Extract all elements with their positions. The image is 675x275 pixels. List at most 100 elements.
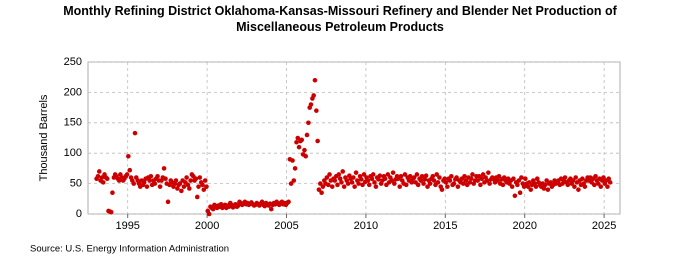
plot-frame	[87, 61, 621, 215]
data-point	[423, 173, 429, 178]
y-tick-label: 200	[64, 86, 82, 98]
data-point	[185, 182, 191, 188]
data-point	[320, 184, 326, 189]
data-point	[204, 184, 209, 189]
data-point	[295, 135, 301, 141]
data-point	[486, 170, 491, 175]
data-point	[442, 176, 447, 182]
data-point	[572, 184, 577, 189]
data-point	[515, 182, 520, 188]
data-point	[329, 184, 335, 189]
data-point	[500, 182, 506, 188]
data-point	[110, 190, 115, 196]
data-point	[96, 169, 102, 174]
x-tick-label: 2005	[274, 220, 298, 232]
data-point	[124, 172, 130, 177]
data-point	[421, 181, 426, 186]
data-point	[286, 199, 291, 205]
data-point	[593, 174, 598, 179]
data-point	[369, 176, 375, 182]
data-point	[542, 182, 548, 188]
data-point	[179, 188, 184, 194]
data-point	[291, 178, 297, 183]
data-point	[194, 194, 200, 200]
data-point	[294, 139, 299, 145]
data-point	[528, 187, 534, 192]
data-point	[318, 181, 323, 186]
data-point	[292, 166, 298, 171]
x-tick-label: 1995	[115, 220, 139, 232]
data-point	[409, 180, 414, 185]
data-point	[475, 178, 481, 183]
data-point	[351, 175, 356, 180]
data-point	[422, 177, 428, 182]
data-point	[467, 180, 473, 185]
data-point	[366, 182, 372, 188]
data-point	[163, 176, 168, 182]
data-point	[144, 184, 150, 189]
data-point	[487, 181, 492, 186]
data-point	[434, 172, 440, 177]
data-point	[541, 186, 547, 191]
y-tick-label: 250	[64, 56, 82, 68]
data-point	[576, 187, 581, 192]
data-point	[377, 173, 383, 178]
data-point	[437, 175, 442, 180]
source-note: Source: U.S. Energy Information Administ…	[30, 244, 229, 255]
data-point	[478, 182, 483, 188]
data-point	[193, 176, 199, 182]
data-point	[418, 178, 424, 183]
data-point	[449, 174, 454, 179]
data-point	[517, 190, 523, 196]
data-point	[148, 174, 154, 179]
data-point	[443, 180, 449, 185]
data-point	[147, 178, 152, 183]
data-point	[268, 206, 274, 212]
data-point	[460, 181, 466, 186]
data-point	[525, 184, 531, 189]
data-point	[598, 184, 604, 189]
data-point	[480, 172, 486, 177]
data-point	[425, 184, 430, 189]
data-point	[157, 184, 163, 189]
data-point	[315, 138, 320, 144]
data-point	[319, 190, 324, 196]
data-point	[496, 174, 502, 179]
data-point	[95, 174, 101, 179]
data-point	[360, 182, 365, 188]
data-point	[131, 181, 137, 186]
data-point	[196, 184, 201, 189]
data-point	[385, 172, 391, 177]
data-point	[296, 144, 302, 150]
data-point	[127, 167, 133, 173]
data-point	[591, 182, 597, 188]
data-point	[126, 153, 131, 159]
data-point	[562, 175, 568, 180]
data-point	[311, 93, 316, 98]
data-point	[495, 178, 500, 183]
y-tick-label: 0	[76, 208, 82, 220]
data-point	[402, 172, 408, 177]
x-tick-label: 2010	[354, 220, 378, 232]
data-point	[565, 182, 571, 188]
data-point	[509, 184, 515, 189]
data-point	[411, 175, 417, 180]
data-point	[341, 184, 347, 189]
data-point	[521, 184, 527, 189]
data-point	[339, 180, 344, 185]
data-point	[340, 169, 346, 174]
data-point	[188, 178, 193, 183]
data-point	[392, 181, 397, 186]
data-point	[201, 187, 207, 192]
data-point	[397, 184, 403, 189]
data-point	[175, 186, 180, 191]
data-point	[352, 184, 357, 189]
data-point	[470, 172, 475, 177]
data-point	[511, 176, 516, 182]
data-point	[382, 176, 388, 182]
data-point	[184, 175, 189, 180]
x-tick-label: 2000	[195, 220, 219, 232]
data-point	[427, 181, 433, 186]
data-point	[161, 166, 167, 171]
